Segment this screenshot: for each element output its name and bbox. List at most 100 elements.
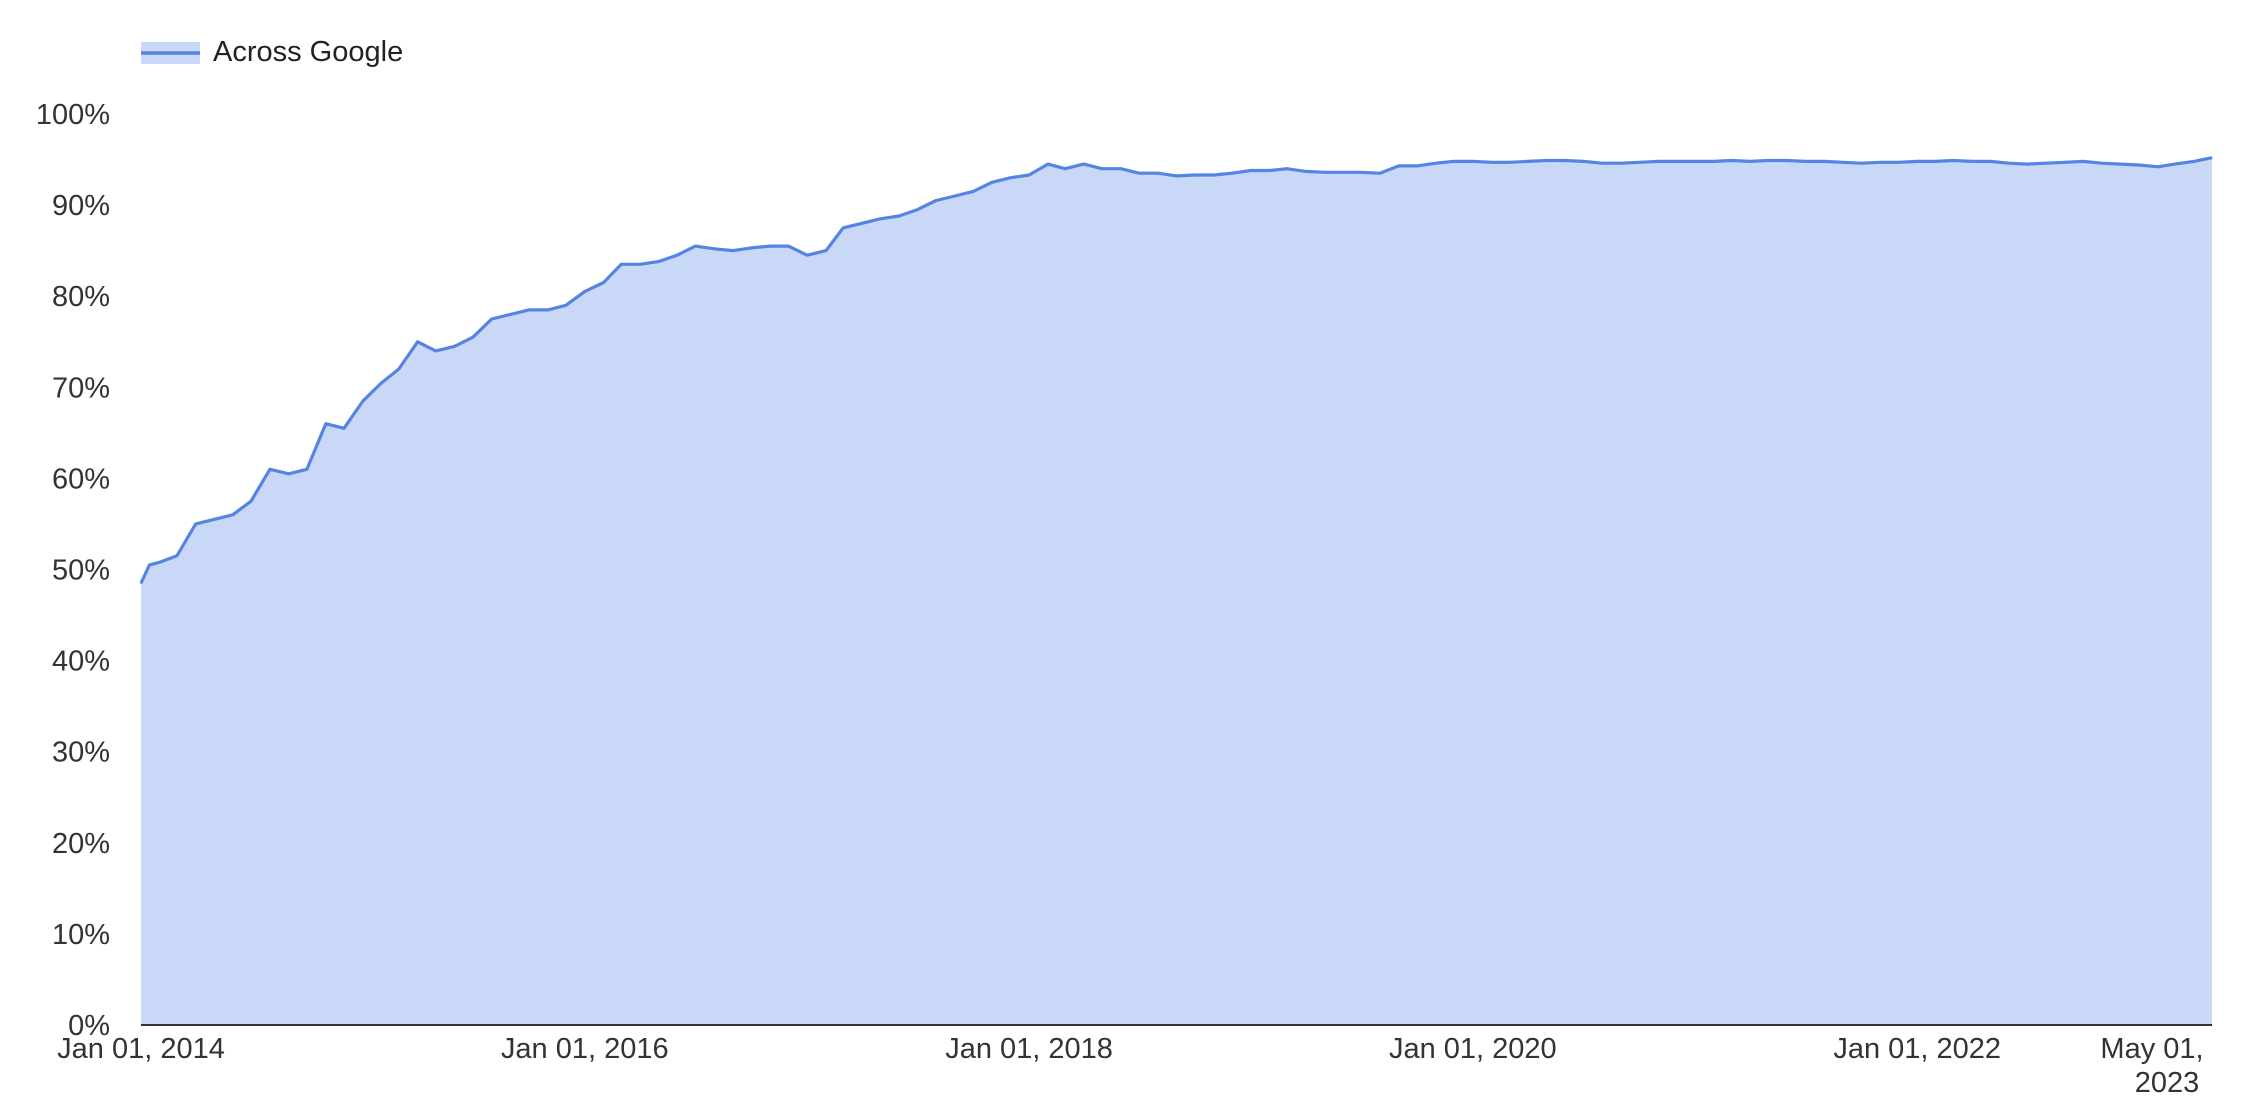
data-point	[750, 247, 752, 249]
data-point	[1767, 159, 1769, 162]
data-point	[842, 227, 844, 229]
x-tick-label: Jan 01, 2018	[945, 1033, 1113, 1065]
y-tick-label: 40%	[52, 646, 110, 678]
data-point	[2008, 162, 2010, 164]
x-tick-label: Jan 01, 2014	[57, 1033, 225, 1065]
data-point	[806, 254, 808, 256]
data-point	[195, 523, 197, 525]
y-tick-label: 30%	[52, 737, 110, 769]
data-point	[861, 222, 863, 224]
data-point	[1120, 168, 1122, 170]
data-point	[1713, 160, 1715, 162]
data-point	[528, 309, 530, 311]
data-point	[825, 250, 827, 252]
data-point	[2174, 163, 2176, 165]
data-point	[1971, 160, 1973, 162]
y-axis-tick-labels: 0% 10% 20% 30% 40% 50% 60% 70% 80% 90% 100%	[36, 99, 110, 1042]
data-point	[232, 514, 234, 516]
data-point	[343, 427, 345, 429]
x-tick-label: Jan 01, 2016	[501, 1033, 669, 1065]
legend: Across Google	[141, 36, 403, 68]
data-point	[1157, 172, 1159, 174]
data-point	[1360, 171, 1362, 173]
data-point	[2101, 162, 2103, 164]
data-point	[1323, 171, 1325, 173]
y-tick-label: 80%	[52, 281, 110, 313]
y-tick-label: 60%	[52, 463, 110, 495]
data-point	[713, 248, 715, 250]
data-point	[694, 245, 697, 247]
x-tick-label: Jan 01, 2020	[1389, 1033, 1557, 1065]
data-point	[2045, 162, 2047, 164]
data-point	[657, 261, 659, 263]
data-point	[603, 281, 605, 284]
data-point	[1231, 172, 1233, 174]
data-point	[620, 263, 622, 265]
data-point	[1601, 162, 1603, 164]
data-point	[1620, 162, 1622, 164]
data-point	[417, 341, 419, 343]
data-point	[1508, 161, 1510, 163]
data-point	[1064, 168, 1066, 170]
data-point	[1101, 168, 1103, 170]
x-tick-label: May 01, 2023	[2100, 1033, 2203, 1099]
data-point	[676, 254, 678, 256]
data-point	[916, 209, 918, 211]
x-tick-label-line: 2023	[2135, 1067, 2200, 1099]
data-point	[288, 473, 290, 475]
data-point	[1638, 161, 1640, 163]
data-point	[1009, 177, 1011, 179]
data-point	[148, 564, 151, 566]
y-tick-label: 100%	[36, 99, 110, 131]
data-point	[1989, 160, 1991, 162]
x-tick-label-line: May 01,	[2100, 1033, 2203, 1065]
data-point	[1916, 160, 1918, 162]
data-point	[1453, 160, 1455, 162]
data-point	[2138, 164, 2140, 166]
data-point	[732, 250, 734, 252]
data-point	[935, 199, 937, 202]
data-point	[1342, 171, 1344, 173]
data-point	[2064, 161, 2066, 163]
x-tick-label-line: Jan 01, 2014	[57, 1033, 225, 1065]
data-point	[325, 423, 327, 425]
data-point	[1657, 160, 1659, 162]
data-point	[1491, 161, 1493, 163]
data-point	[472, 336, 474, 338]
data-point	[454, 345, 456, 347]
data-point	[381, 382, 383, 384]
data-point	[398, 368, 400, 370]
y-tick-label: 50%	[52, 555, 110, 587]
data-point	[1176, 175, 1178, 177]
series-line-across-google	[139, 156, 2213, 584]
data-point	[1952, 159, 1954, 162]
series-area-across-google	[141, 157, 2212, 1025]
data-point	[1047, 163, 1049, 165]
data-point	[1842, 161, 1844, 163]
data-point	[491, 318, 493, 320]
x-tick-label-line: Jan 01, 2022	[1833, 1033, 2001, 1065]
data-point	[1675, 160, 1678, 162]
data-point	[1435, 162, 1437, 164]
data-point	[2026, 163, 2028, 165]
data-point	[972, 190, 974, 192]
data-point	[1527, 160, 1529, 162]
data-point	[1472, 160, 1474, 162]
data-point	[1194, 174, 1196, 176]
data-point	[1379, 172, 1381, 174]
data-point	[1935, 160, 1937, 162]
data-point	[176, 555, 178, 557]
data-point	[565, 304, 567, 306]
data-point	[769, 245, 771, 247]
data-point	[1823, 160, 1825, 162]
data-point	[879, 218, 881, 220]
data-point	[1897, 161, 1899, 163]
data-point	[898, 215, 900, 217]
data-point	[584, 291, 586, 293]
data-point	[435, 350, 437, 352]
data-point	[1250, 169, 1252, 172]
data-point	[1028, 174, 1030, 176]
data-point	[1749, 160, 1751, 162]
y-tick-label: 10%	[52, 919, 110, 951]
